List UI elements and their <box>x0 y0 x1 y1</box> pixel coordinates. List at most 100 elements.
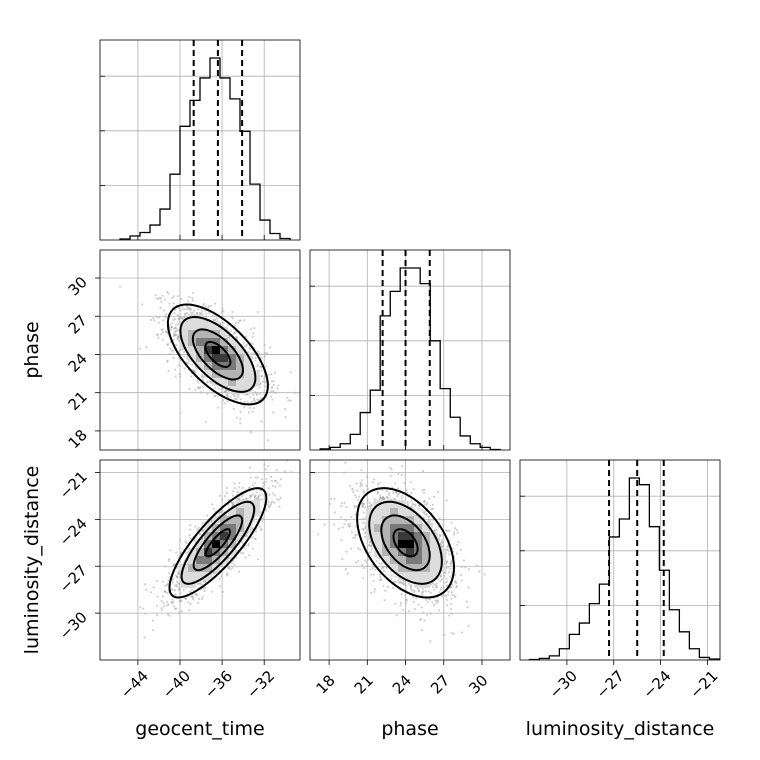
scatter-point <box>193 370 196 373</box>
scatter-point <box>270 373 273 376</box>
scatter-point <box>249 431 252 434</box>
scatter-point <box>175 575 179 578</box>
scatter-point <box>354 536 357 539</box>
scatter-point <box>160 300 163 303</box>
scatter-point <box>417 589 421 592</box>
scatter-point <box>418 507 421 510</box>
scatter-point <box>197 381 200 384</box>
scatter-point <box>280 477 283 481</box>
scatter-point <box>370 544 373 548</box>
scatter-point <box>254 494 257 497</box>
scatter-point <box>202 302 205 306</box>
scatter-point <box>163 590 167 593</box>
scatter-point <box>361 504 364 507</box>
scatter-point <box>272 380 275 383</box>
scatter-point <box>455 585 459 588</box>
scatter-point <box>143 636 146 639</box>
scatter-point <box>460 579 463 582</box>
scatter-point <box>226 385 229 388</box>
scatter-point <box>347 523 350 526</box>
scatter-point <box>242 341 245 344</box>
scatter-point <box>175 324 178 327</box>
scatter-point <box>162 319 165 322</box>
scatter-point <box>177 318 180 321</box>
scatter-point <box>368 543 371 547</box>
scatter-point <box>402 583 406 586</box>
scatter-point <box>246 351 250 354</box>
scatter-point <box>270 390 273 393</box>
scatter-point <box>176 337 179 341</box>
scatter-point <box>345 505 348 509</box>
scatter-point <box>446 546 449 549</box>
scatter-point <box>210 503 214 506</box>
scatter-point <box>172 327 176 330</box>
scatter-point <box>172 564 175 567</box>
scatter-point <box>174 375 177 378</box>
scatter-point <box>185 552 189 555</box>
scatter-point <box>233 394 236 398</box>
scatter-point <box>353 506 357 509</box>
density-cell <box>180 572 188 580</box>
scatter-point <box>467 586 470 589</box>
scatter-point <box>364 531 367 534</box>
scatter-point <box>218 387 221 390</box>
scatter-point <box>340 504 343 508</box>
scatter-point <box>379 575 382 579</box>
scatter-point <box>223 390 226 393</box>
scatter-point <box>156 595 159 598</box>
scatter-point <box>251 484 255 487</box>
scatter-point <box>371 503 374 506</box>
scatter-point <box>176 294 179 298</box>
density-cell <box>204 346 212 354</box>
scatter-point <box>176 313 179 317</box>
scatter-point <box>189 375 193 378</box>
scatter-point <box>369 568 372 571</box>
scatter-point <box>385 490 388 493</box>
scatter-point <box>269 503 272 506</box>
scatter-point <box>243 319 246 322</box>
scatter-point <box>240 495 244 498</box>
scatter-point <box>448 553 451 556</box>
scatter-point <box>392 580 396 583</box>
scatter-point <box>160 328 163 331</box>
scatter-point <box>189 536 192 540</box>
scatter-point <box>452 632 455 635</box>
scatter-point <box>454 580 457 583</box>
scatter-point <box>400 497 404 500</box>
scatter-point <box>349 484 352 488</box>
density-cell <box>228 338 236 346</box>
density-cell <box>180 580 188 588</box>
scatter-point <box>193 369 196 372</box>
scatter-point <box>401 465 404 468</box>
scatter-point <box>253 326 256 330</box>
density-cell <box>236 386 244 394</box>
scatter-point <box>420 618 423 621</box>
scatter-point <box>258 386 261 389</box>
scatter-point <box>214 394 217 397</box>
scatter-point <box>196 528 199 531</box>
scatter-point <box>255 497 259 500</box>
scatter-point <box>231 494 234 497</box>
scatter-point <box>198 582 201 585</box>
scatter-point <box>170 326 173 329</box>
scatter-point <box>273 371 276 374</box>
scatter-point <box>343 501 346 504</box>
scatter-point <box>248 347 251 350</box>
scatter-point <box>204 580 207 583</box>
scatter-point <box>391 486 394 489</box>
scatter-point <box>200 583 203 586</box>
scatter-point <box>355 504 358 508</box>
scatter-point <box>395 491 398 494</box>
scatter-point <box>174 326 177 329</box>
scatter-point <box>417 504 421 507</box>
scatter-point <box>432 603 436 606</box>
scatter-point <box>449 563 453 566</box>
scatter-point <box>226 327 229 330</box>
scatter-point <box>164 584 167 587</box>
scatter-point <box>356 489 359 492</box>
scatter-point <box>173 563 176 566</box>
scatter-point <box>411 502 414 506</box>
scatter-point <box>222 399 225 402</box>
scatter-point <box>233 563 236 566</box>
scatter-point <box>182 307 185 311</box>
